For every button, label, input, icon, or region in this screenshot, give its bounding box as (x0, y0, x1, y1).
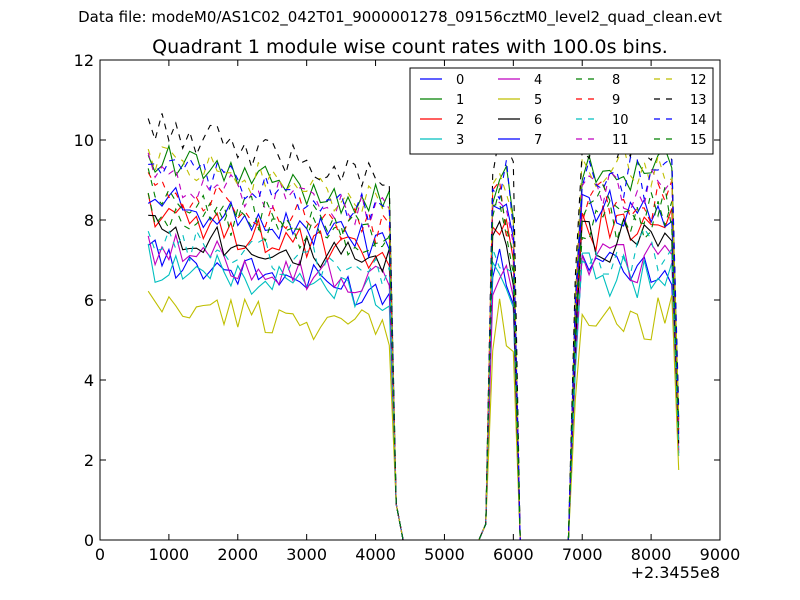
series-line-8 (147, 192, 680, 541)
y-tick-label: 6 (84, 291, 94, 310)
legend-label-13: 13 (690, 93, 707, 108)
chart-title: Quadrant 1 module wise count rates with … (152, 36, 668, 58)
series-line-5 (147, 290, 680, 541)
y-tick-label: 2 (84, 451, 94, 470)
y-tick-label: 0 (84, 531, 94, 550)
ticks-layer: 0 1000 2000 3000 4000 5000 6000 7000 8000 9000 0 2 4… (74, 51, 741, 564)
y-tick-label: 10 (74, 131, 94, 150)
series-line-9 (147, 172, 680, 541)
legend-label-6: 6 (534, 113, 542, 128)
legend-label-3: 3 (456, 133, 464, 148)
series-line-7 (147, 186, 680, 541)
series-line-0 (147, 239, 680, 541)
x-tick-label: 5000 (424, 545, 465, 564)
legend-label-7: 7 (534, 133, 542, 148)
y-tick-label: 4 (84, 371, 94, 390)
legend-box (409, 67, 714, 155)
legend-label-14: 14 (690, 113, 707, 128)
x-tick-label: 4000 (355, 545, 396, 564)
series-line-1 (147, 144, 680, 541)
series-line-12 (147, 144, 680, 541)
legend-label-8: 8 (612, 73, 620, 88)
legend-label-12: 12 (690, 73, 707, 88)
series-layer (147, 113, 680, 541)
x-tick-label: 2000 (217, 545, 258, 564)
series-line-13 (147, 113, 680, 541)
legend-label-2: 2 (456, 113, 464, 128)
series-line-2 (147, 193, 680, 541)
series-line-4 (147, 232, 680, 541)
x-tick-label: 1000 (149, 545, 190, 564)
series-line-10 (147, 227, 680, 541)
series-line-3 (147, 243, 680, 541)
x-tick-label: 6000 (493, 545, 534, 564)
legend-label-15: 15 (690, 133, 707, 148)
legend-label-4: 4 (534, 73, 542, 88)
x-tick-label: 7000 (562, 545, 603, 564)
x-offset-label: +2.3455e8 (631, 563, 720, 582)
legend-label-1: 1 (456, 93, 464, 108)
legend-label-0: 0 (456, 73, 464, 88)
series-line-11 (147, 152, 680, 541)
series-line-14 (148, 156, 680, 541)
y-tick-label: 8 (84, 211, 94, 230)
series-line-6 (148, 214, 680, 541)
legend-label-10: 10 (612, 113, 629, 128)
figure-suptitle: Data file: modeM0/AS1C02_042T01_90000012… (78, 8, 722, 26)
y-tick-label: 12 (74, 51, 94, 70)
legend-label-9: 9 (612, 93, 620, 108)
x-tick-label: 8000 (631, 545, 672, 564)
x-tick-label: 0 (95, 545, 105, 564)
legend-label-5: 5 (534, 93, 542, 108)
x-tick-label: 3000 (286, 545, 327, 564)
legend-label-11: 11 (612, 133, 629, 148)
x-tick-label: 9000 (700, 545, 741, 564)
